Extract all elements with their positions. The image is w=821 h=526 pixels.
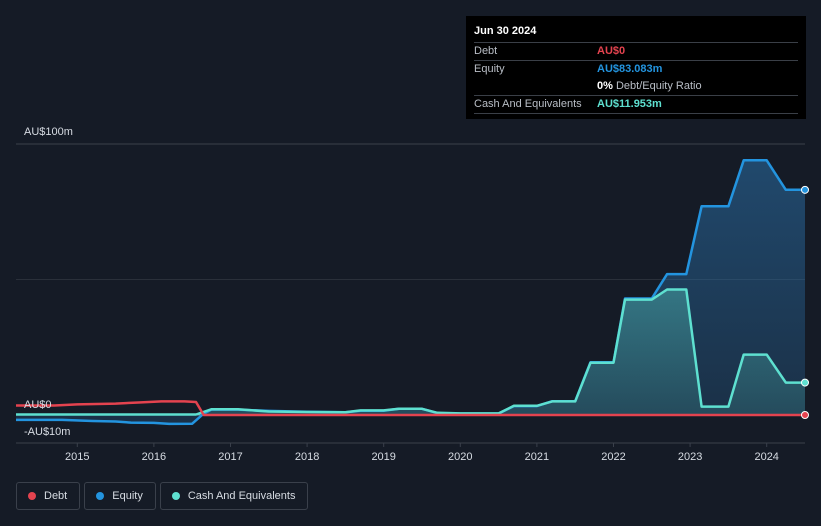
cash-end-marker	[801, 378, 809, 387]
x-axis-labels: 2015 2016 2017 2018 2019 2020 2021 2022 2023 2024	[65, 443, 779, 463]
tooltip-equity-label: Equity	[474, 63, 505, 75]
debt-dot-icon	[28, 492, 36, 500]
series-areas	[16, 160, 805, 424]
x-tick-label: 2017	[218, 451, 242, 463]
legend-item-debt[interactable]: Debt	[16, 482, 81, 510]
tooltip-cash-label: Cash And Equivalents	[474, 98, 582, 110]
legend-cash-label: Cash And Equivalents	[187, 490, 296, 502]
cash-line	[16, 288, 805, 416]
debt-end-marker	[801, 411, 809, 419]
y-tick-label: AU$0	[24, 399, 52, 411]
equity-area	[16, 160, 805, 424]
tooltip-panel: Jun 30 2024 Debt AU$0 Equity AU$83.083m …	[466, 16, 806, 119]
tooltip-ratio-value: 0%	[597, 80, 613, 92]
tooltip-debt-label: Debt	[474, 45, 498, 57]
cash-area	[16, 289, 805, 415]
x-tick-label: 2015	[65, 451, 89, 463]
chart-legend: Debt Equity Cash And Equivalents	[16, 482, 309, 510]
y-tick-label: -AU$10m	[24, 426, 70, 438]
tooltip-row-ratio: 0% Debt/Equity Ratio	[474, 78, 798, 95]
debt-line	[16, 400, 805, 417]
tooltip-debt-value: AU$0	[597, 45, 626, 57]
tooltip-date: Jun 30 2024	[474, 25, 537, 37]
x-tick-label: 2021	[525, 451, 549, 463]
y-tick-label: AU$100m	[24, 126, 73, 138]
legend-equity-label: Equity	[112, 490, 143, 502]
equity-end-marker	[801, 185, 809, 194]
x-tick-label: 2023	[678, 451, 702, 463]
series-lines	[16, 159, 805, 426]
equity-dot-icon	[96, 492, 105, 500]
x-tick-label: 2016	[142, 451, 166, 463]
tooltip-row-cash: Cash And Equivalents AU$11.953m	[474, 95, 798, 114]
series-end-markers	[801, 185, 809, 419]
legend-item-cash[interactable]: Cash And Equivalents	[159, 482, 309, 510]
tooltip-row-debt: Debt AU$0	[474, 42, 798, 60]
tooltip-row-equity: Equity AU$83.083m	[474, 60, 798, 78]
y-axis-labels: AU$100m AU$0 -AU$10m	[24, 126, 73, 438]
tooltip-equity-value: AU$83.083m	[597, 63, 663, 75]
x-tick-label: 2019	[371, 451, 395, 463]
x-tick-label: 2024	[754, 451, 778, 463]
cash-dot-icon	[171, 492, 180, 500]
legend-debt-label: Debt	[44, 490, 68, 502]
x-tick-label: 2020	[448, 451, 472, 463]
x-tick-label: 2018	[295, 451, 319, 463]
x-tick-label: 2022	[601, 451, 625, 463]
legend-item-equity[interactable]: Equity	[84, 482, 156, 510]
tooltip-ratio-label: Debt/Equity Ratio	[615, 80, 702, 92]
tooltip-cash-value: AU$11.953m	[597, 98, 662, 110]
